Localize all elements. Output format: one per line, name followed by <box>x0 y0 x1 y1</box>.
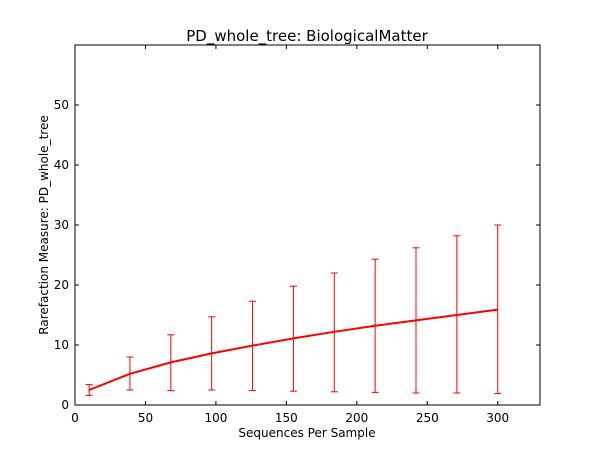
chart-title: PD_whole_tree: BiologicalMatter <box>186 27 428 46</box>
y-tick-label: 0 <box>61 398 69 412</box>
y-tick-label: 50 <box>54 98 69 112</box>
y-axis-label: Rarefaction Measure: PD_whole_tree <box>37 115 51 334</box>
x-axis-label: Sequences Per Sample <box>238 426 375 440</box>
y-tick-label: 10 <box>54 338 69 352</box>
x-tick-label: 300 <box>486 411 509 425</box>
y-tick-label: 40 <box>54 158 69 172</box>
x-tick-label: 200 <box>345 411 368 425</box>
error-bars <box>85 224 502 396</box>
y-tick-label: 20 <box>54 278 69 292</box>
error-bar <box>494 224 502 395</box>
plot-frame <box>74 44 541 406</box>
x-tick-label: 0 <box>71 411 79 425</box>
series-lines <box>88 308 498 391</box>
x-tick-label: 50 <box>138 411 153 425</box>
x-tick-label: 100 <box>204 411 227 425</box>
y-tick-label: 30 <box>54 218 69 232</box>
x-tick-label: 250 <box>416 411 439 425</box>
x-tick-label: 150 <box>275 411 298 425</box>
axis-ticks: 0 50 100 150 200 250 300 0 10 20 30 40 50 <box>54 45 540 425</box>
series-line <box>88 308 498 391</box>
